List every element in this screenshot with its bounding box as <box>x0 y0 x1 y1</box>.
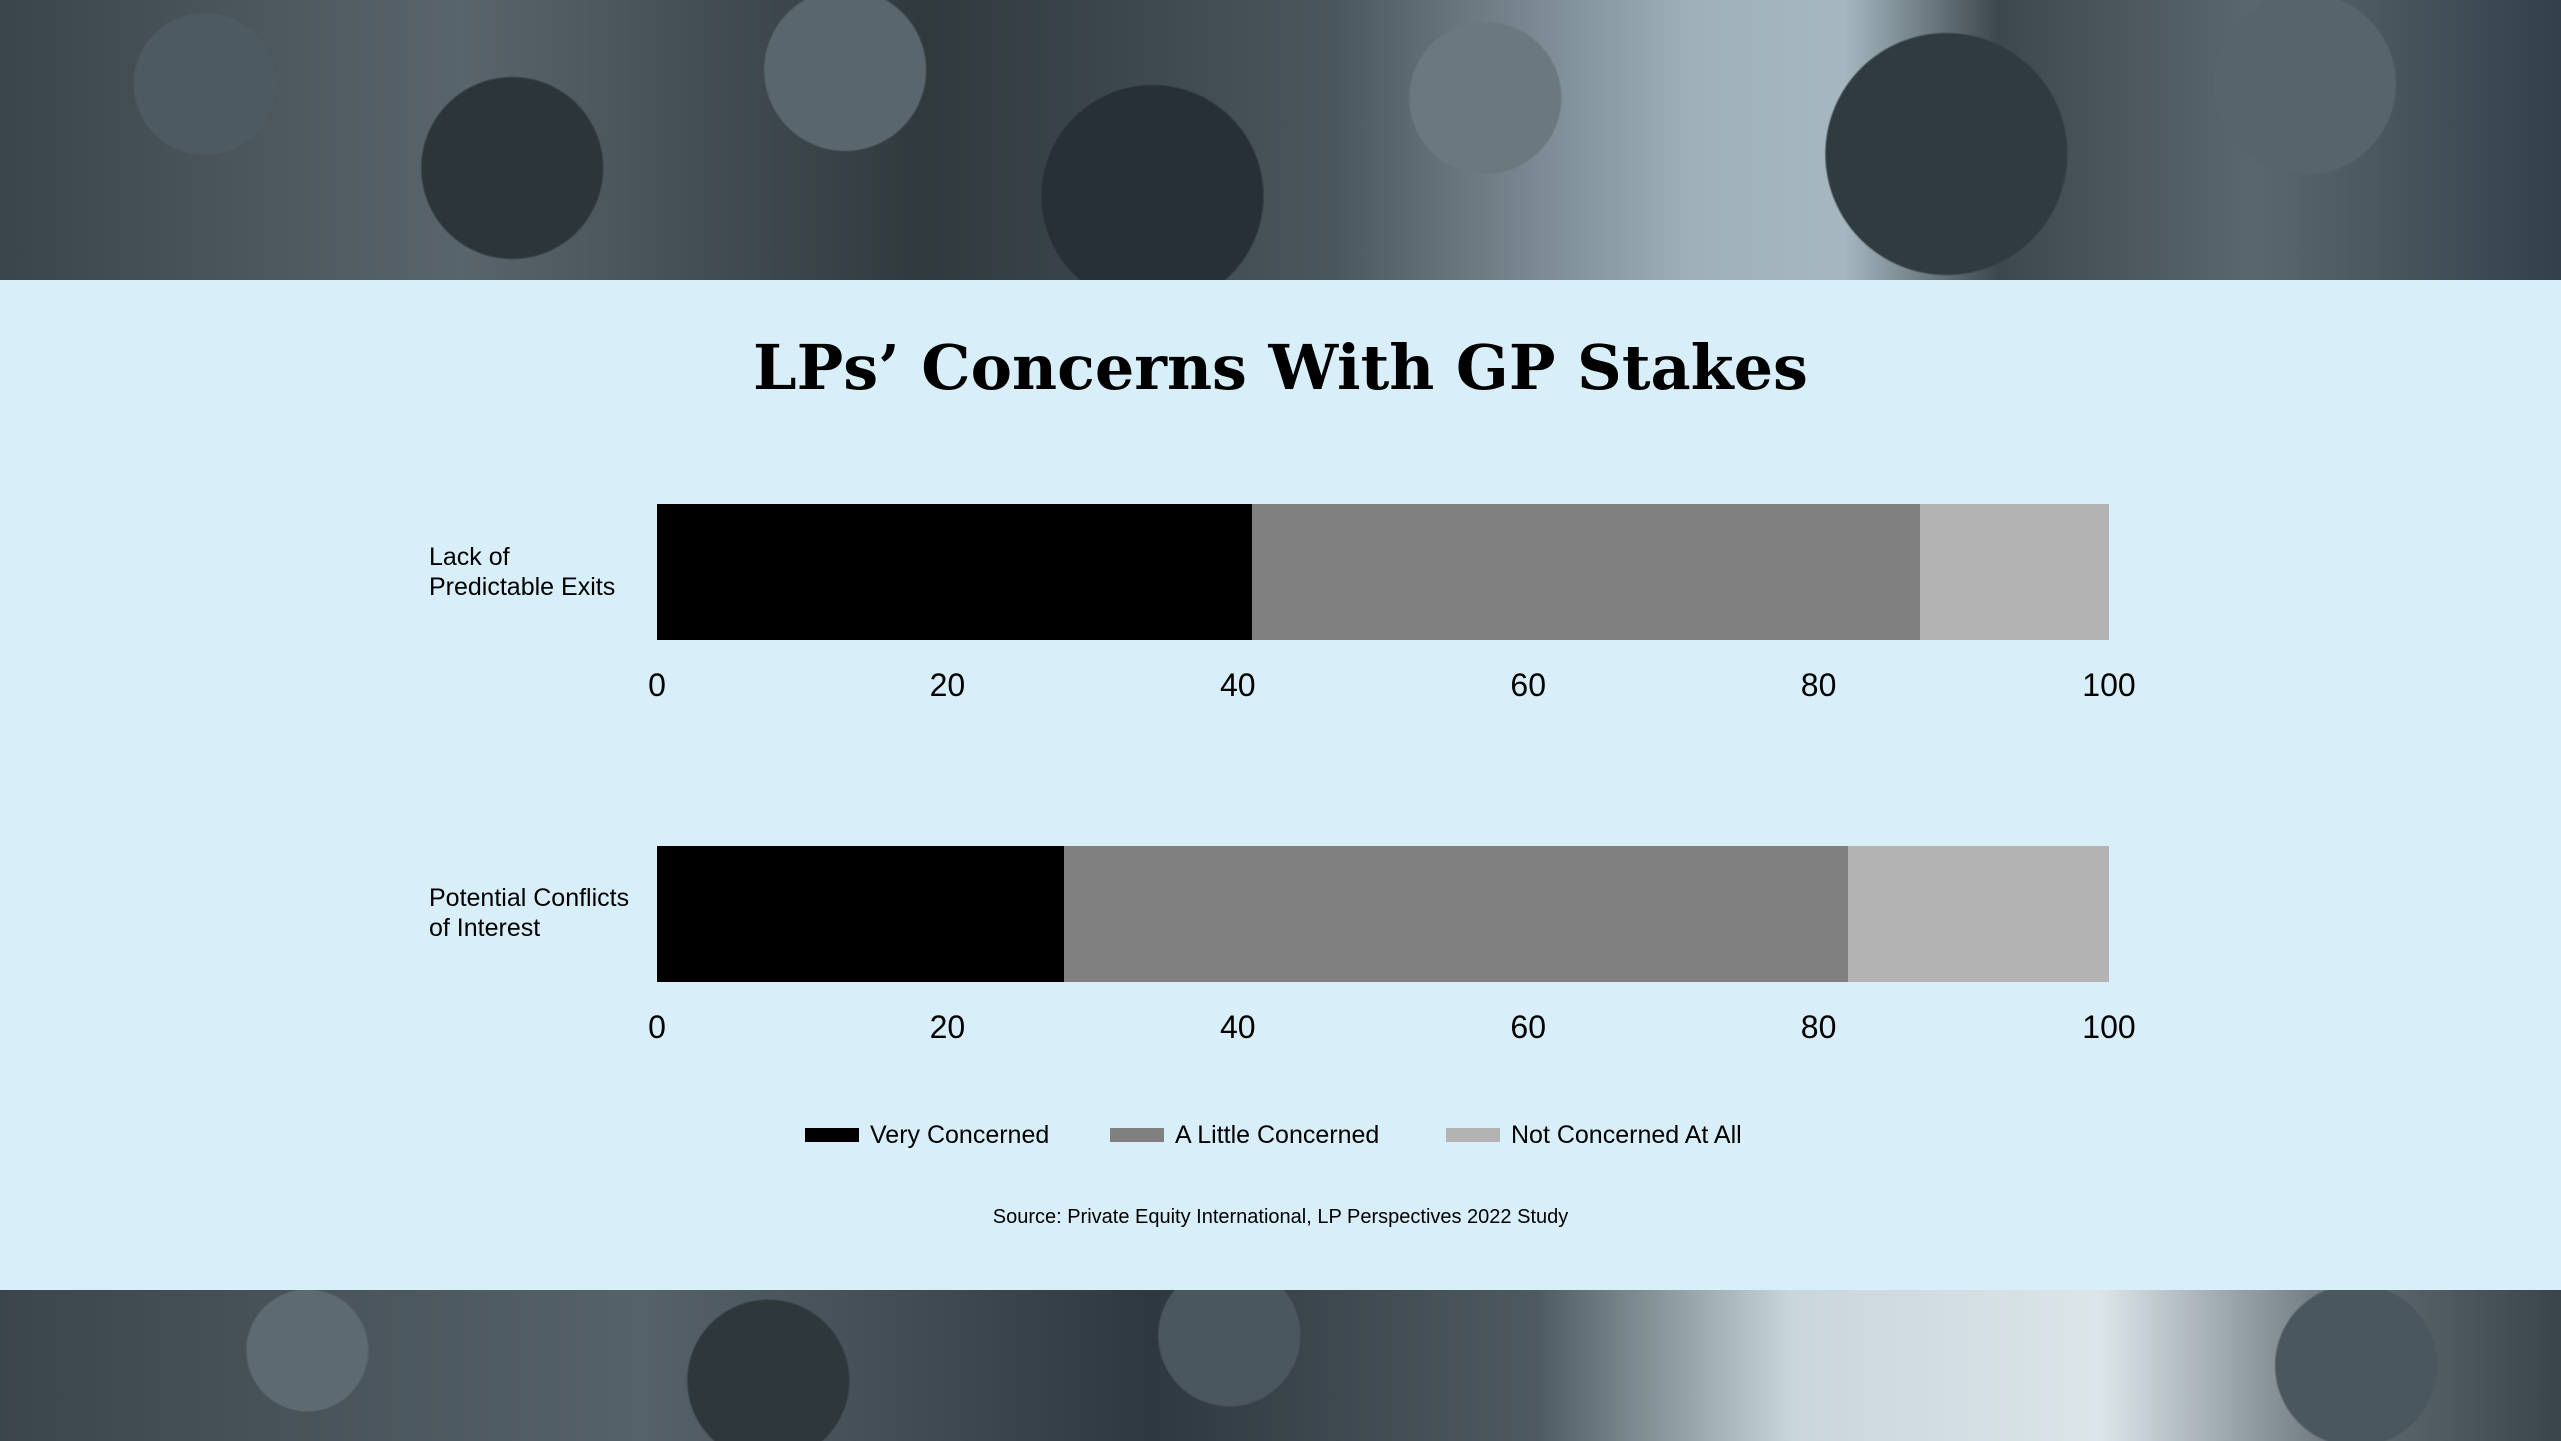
bar-segment <box>1847 846 2109 982</box>
bar-segment <box>1063 846 1848 982</box>
x-tick-label: 0 <box>648 667 666 703</box>
category-label: Lack of Predictable Exits <box>429 543 616 601</box>
x-tick-label: 80 <box>1800 1009 1837 1045</box>
bar-segment <box>657 504 1253 640</box>
bar-segment <box>657 846 1064 982</box>
chart-title: LPs’ Concerns With GP Stakes <box>753 331 1808 404</box>
category-label: Potential Conflicts of Interest <box>429 884 630 942</box>
chart-panel <box>0 280 2561 1290</box>
legend-label: Very Concerned <box>870 1120 1050 1149</box>
x-tick-label: 40 <box>1220 667 1256 703</box>
bar-segment <box>1920 504 2109 640</box>
x-tick-label: 20 <box>929 667 966 703</box>
legend-swatch <box>1110 1128 1164 1142</box>
background-photo-bottom <box>0 1290 2561 1441</box>
x-tick-label: 20 <box>929 1009 966 1045</box>
legend-swatch <box>1446 1128 1500 1142</box>
x-tick-label: 0 <box>648 1009 666 1045</box>
legend-label: Not Concerned At All <box>1511 1120 1742 1149</box>
background-photo-top <box>0 0 2561 280</box>
bar-segment <box>1252 504 1921 640</box>
source-note: Source: Private Equity International, LP… <box>992 1206 1569 1228</box>
x-tick-label: 40 <box>1220 1009 1256 1045</box>
x-tick-label: 60 <box>1510 1009 1546 1045</box>
x-tick-label: 100 <box>2082 1009 2136 1045</box>
legend-swatch <box>805 1128 859 1142</box>
x-tick-label: 80 <box>1800 667 1837 703</box>
legend-item: Very Concerned <box>805 1119 1049 1151</box>
legend-item: Not Concerned At All <box>1446 1119 1742 1151</box>
x-tick-label: 100 <box>2082 667 2136 703</box>
x-tick-label: 60 <box>1510 667 1546 703</box>
legend-item: A Little Concerned <box>1110 1119 1379 1151</box>
legend-label: A Little Concerned <box>1175 1120 1380 1149</box>
